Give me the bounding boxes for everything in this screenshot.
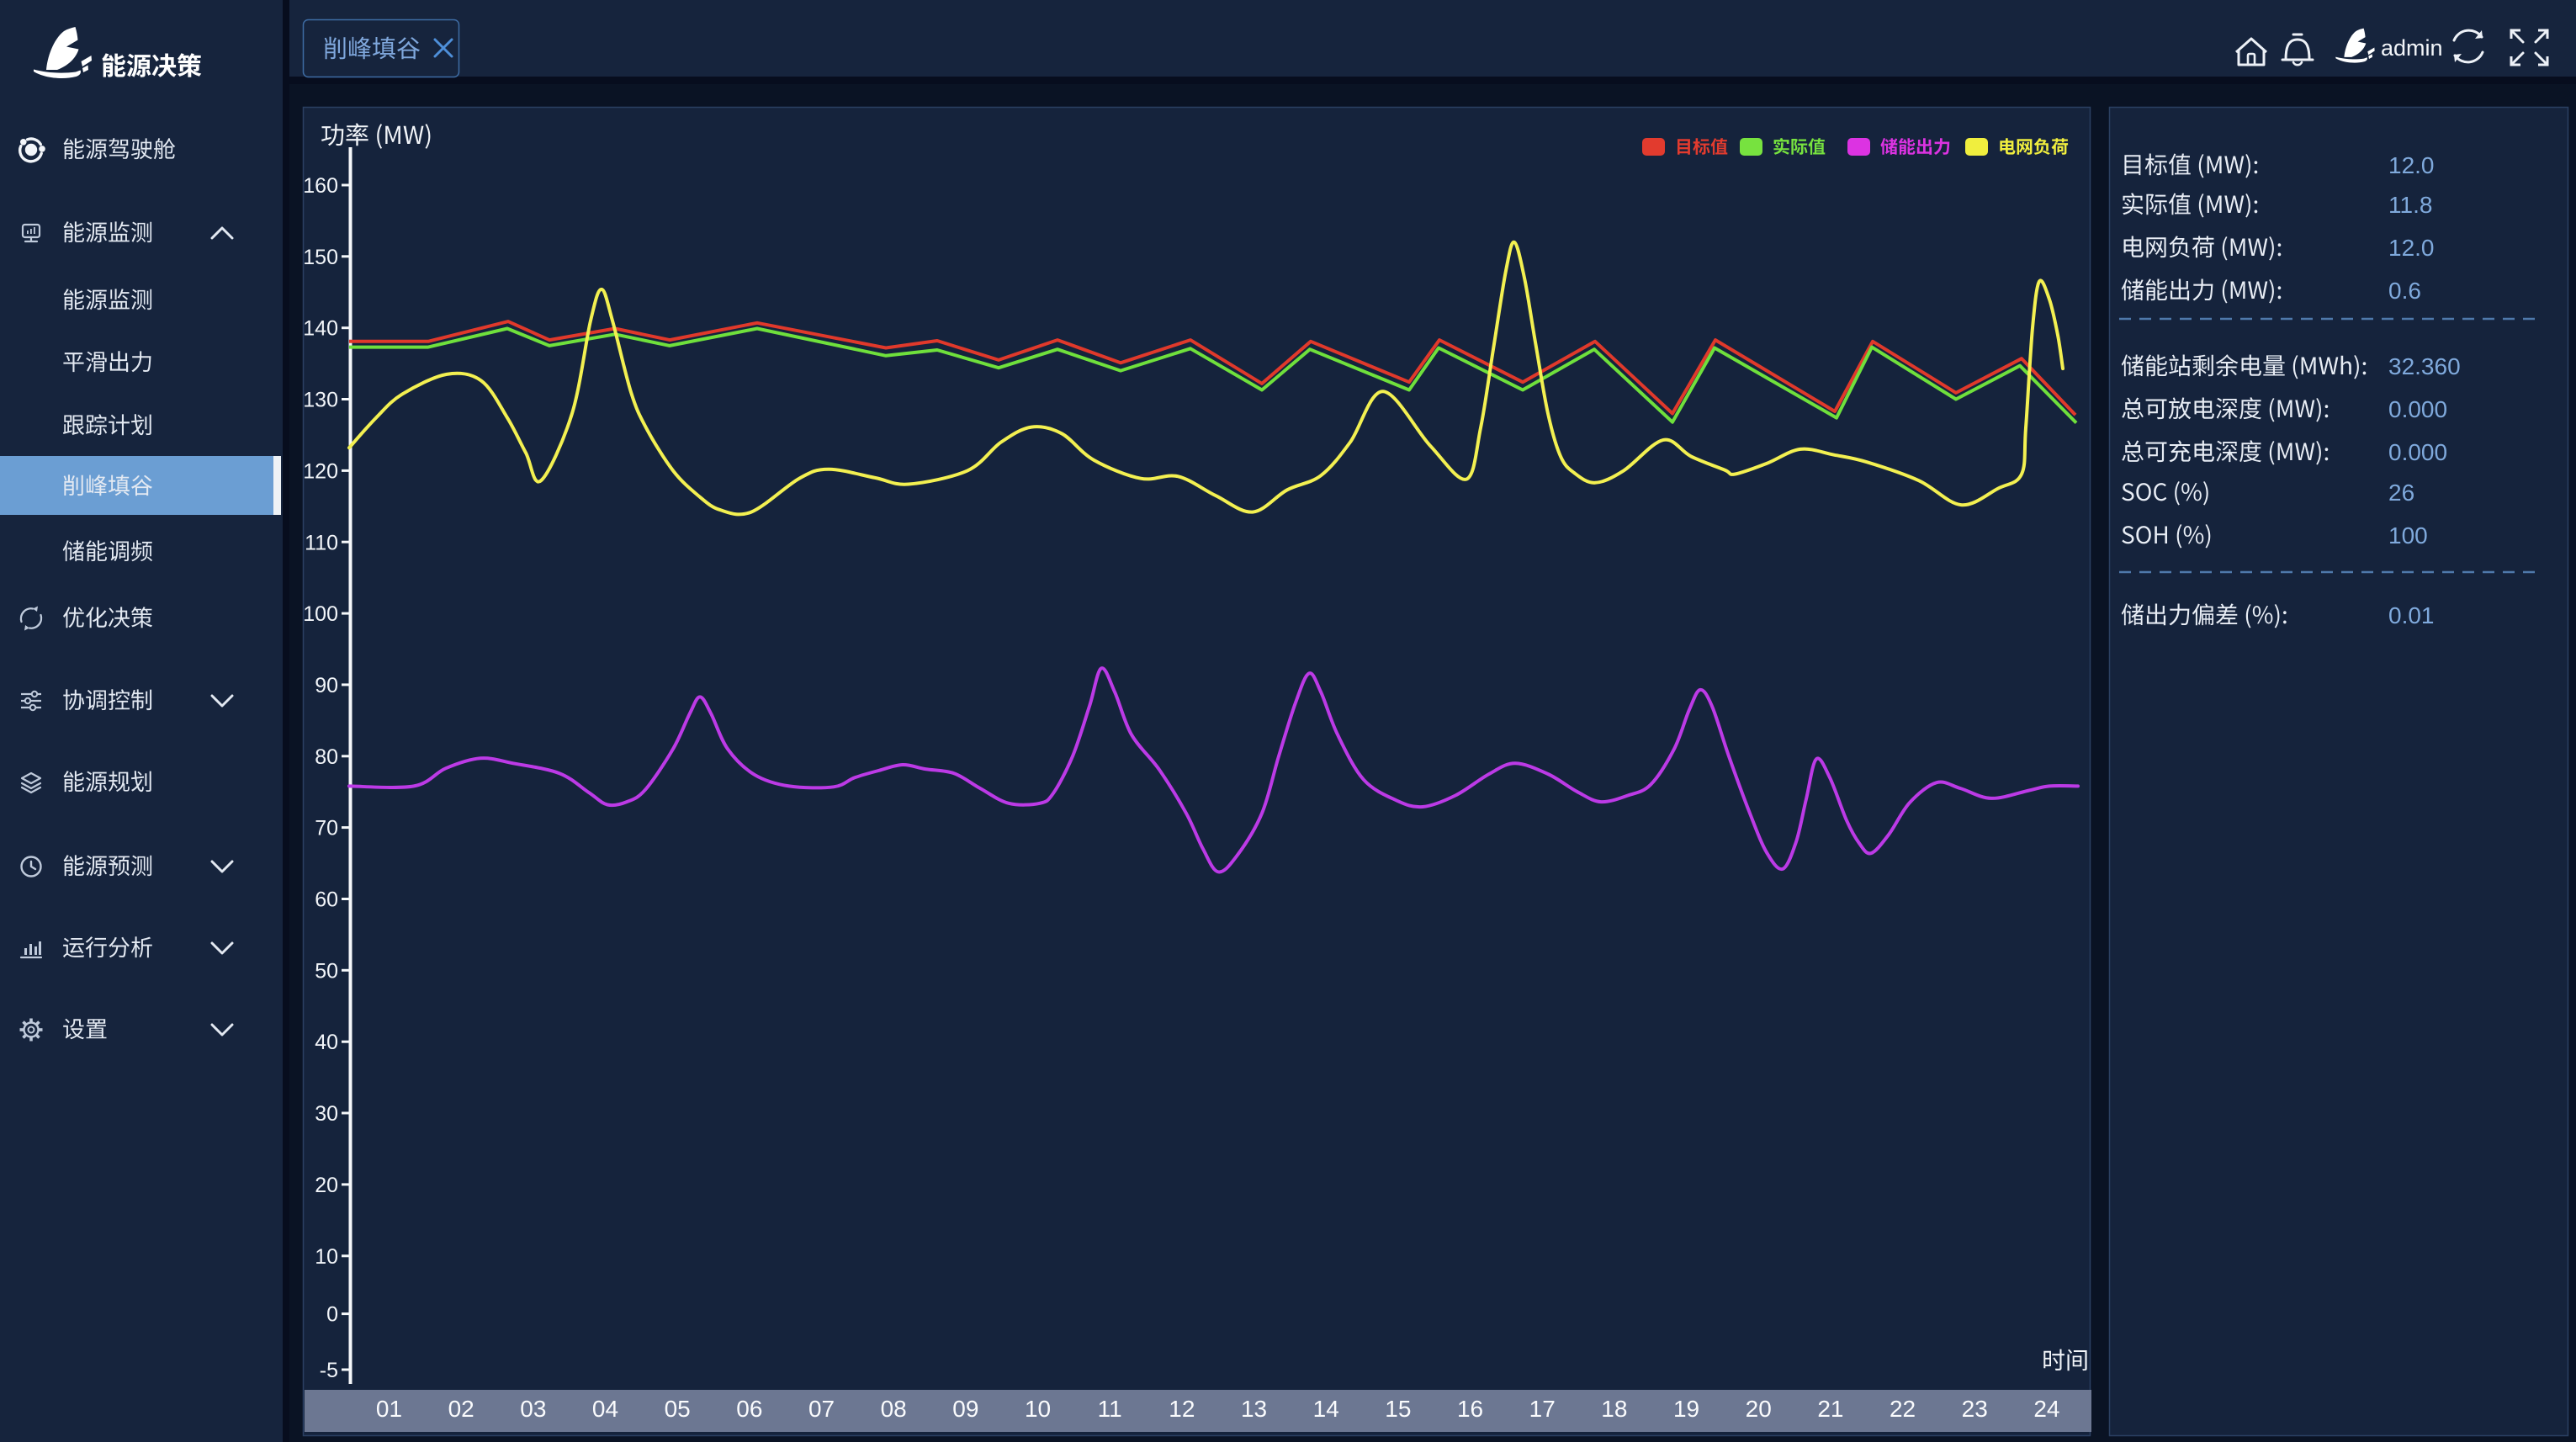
svg-text:04: 04 (592, 1396, 618, 1422)
svg-text:admin: admin (2381, 35, 2443, 61)
svg-text:50: 50 (315, 959, 338, 983)
svg-text:24: 24 (2033, 1396, 2059, 1422)
svg-text:90: 90 (315, 674, 338, 697)
svg-text:13: 13 (1241, 1396, 1267, 1422)
svg-text:0.6: 0.6 (2388, 278, 2421, 304)
svg-text:100: 100 (2388, 522, 2428, 549)
svg-text:140: 140 (303, 317, 338, 341)
svg-text:18: 18 (1601, 1396, 1627, 1422)
svg-text:32.360: 32.360 (2388, 353, 2461, 379)
svg-text:10: 10 (315, 1245, 338, 1269)
svg-text:40: 40 (315, 1031, 338, 1054)
svg-text:26: 26 (2388, 480, 2414, 506)
svg-text:22: 22 (1890, 1396, 1916, 1422)
svg-text:15: 15 (1385, 1396, 1411, 1422)
svg-text:30: 30 (315, 1102, 338, 1126)
svg-text:05: 05 (665, 1396, 691, 1422)
svg-text:0.01: 0.01 (2388, 602, 2435, 628)
svg-text:09: 09 (952, 1396, 978, 1422)
svg-text:0.000: 0.000 (2388, 439, 2447, 465)
svg-text:60: 60 (315, 888, 338, 912)
svg-text:-5: -5 (320, 1359, 338, 1382)
svg-text:12.0: 12.0 (2388, 152, 2435, 178)
svg-text:01: 01 (376, 1396, 402, 1422)
svg-text:17: 17 (1529, 1396, 1556, 1422)
svg-text:02: 02 (448, 1396, 474, 1422)
svg-text:0.000: 0.000 (2388, 396, 2447, 422)
svg-text:11.8: 11.8 (2388, 192, 2432, 218)
svg-text:12.0: 12.0 (2388, 235, 2435, 261)
svg-text:03: 03 (520, 1396, 546, 1422)
svg-text:23: 23 (1962, 1396, 1988, 1422)
svg-text:110: 110 (305, 531, 338, 554)
svg-text:0: 0 (326, 1303, 338, 1327)
svg-text:10: 10 (1025, 1396, 1051, 1422)
svg-text:19: 19 (1673, 1396, 1699, 1422)
svg-text:08: 08 (881, 1396, 907, 1422)
svg-text:12: 12 (1169, 1396, 1195, 1422)
svg-text:130: 130 (303, 389, 338, 412)
svg-text:07: 07 (808, 1396, 835, 1422)
svg-text:150: 150 (303, 246, 338, 269)
svg-text:21: 21 (1817, 1396, 1843, 1422)
svg-text:80: 80 (315, 745, 338, 769)
svg-text:20: 20 (1746, 1396, 1772, 1422)
svg-text:16: 16 (1457, 1396, 1483, 1422)
svg-text:160: 160 (303, 174, 338, 198)
svg-text:06: 06 (736, 1396, 762, 1422)
svg-text:70: 70 (315, 817, 338, 840)
svg-text:20: 20 (315, 1174, 338, 1197)
svg-text:11: 11 (1098, 1396, 1122, 1422)
svg-text:120: 120 (303, 459, 338, 483)
svg-text:100: 100 (303, 602, 338, 626)
svg-text:14: 14 (1313, 1396, 1339, 1422)
